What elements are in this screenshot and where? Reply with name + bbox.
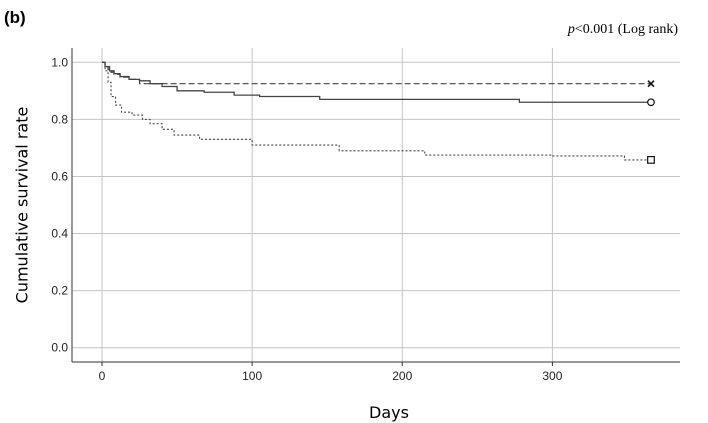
end-marker-cross [647,80,655,88]
panel-label: (b) [4,8,26,27]
y-tick-label: 0.6 [51,169,68,183]
y-axis-label-container: Cumulative survival rate [6,0,38,423]
axes [71,48,680,366]
y-tick-label: 0.0 [51,341,68,355]
x-tick-label: 200 [392,369,412,383]
series-group [102,61,655,164]
p-value-text: <0.001 (Log rank) [574,22,678,37]
survival-curve-dashed [102,61,650,85]
survival-curve-solid [102,61,650,103]
survival-curve-dotted [102,61,650,161]
y-tick-label: 0.4 [51,227,68,241]
x-tick-label: 300 [542,369,562,383]
y-tick-label: 0.2 [51,284,68,298]
x-tick-label: 100 [242,369,262,383]
y-axis-label: Cumulative survival rate [12,106,32,304]
ticks-group: 0.0 0.2 0.4 0.6 0.8 1.0 0 100 200 300 [51,55,562,383]
x-axis-label: Days [369,403,409,422]
end-marker-circle [647,98,655,107]
y-tick-label: 1.0 [51,55,68,69]
y-tick-label: 0.8 [51,112,68,126]
grid [72,48,680,362]
p-symbol: p [567,22,575,37]
log-rank-annotation: p<0.001 (Log rank) [568,22,678,38]
x-tick-label: 0 [99,369,106,383]
end-marker-square [647,155,655,164]
